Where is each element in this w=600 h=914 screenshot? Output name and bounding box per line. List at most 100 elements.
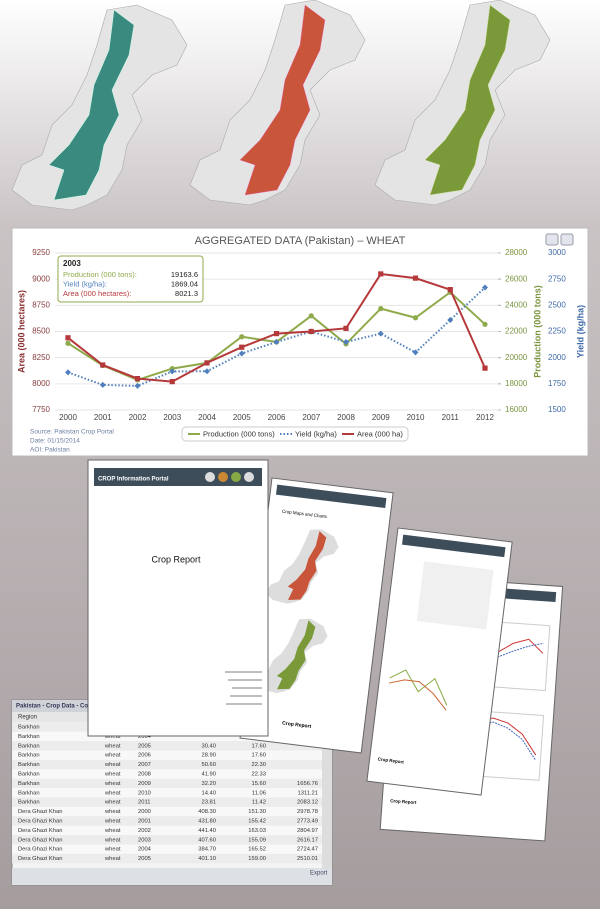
- table-cell: 2002: [138, 828, 151, 834]
- table-cell: 2004: [138, 734, 152, 740]
- tooltip-value: 1869.04: [171, 279, 198, 288]
- point: [99, 381, 106, 388]
- table-cell: 2004: [138, 847, 152, 853]
- thumb-line: [388, 679, 447, 711]
- table-cell: wheat: [104, 734, 121, 740]
- table-row: [12, 825, 322, 836]
- point: [308, 313, 314, 319]
- table-cell: Dera Ghazi Khan: [18, 819, 62, 825]
- page-sheet: [87, 459, 269, 737]
- y-tick-label: 8250: [32, 353, 50, 362]
- table-cell: 2724.47: [297, 847, 318, 853]
- table-cell: 441.40: [198, 828, 216, 834]
- point: [204, 368, 210, 375]
- y3-axis-title: Yield (kg/ha): [575, 305, 585, 358]
- point: [273, 338, 280, 345]
- table-cell: 22.33: [251, 772, 266, 778]
- y3-tick-label: 2750: [548, 274, 566, 283]
- point: [412, 275, 419, 281]
- x-tick-label: 2005: [233, 413, 251, 422]
- thumb-legend: [416, 561, 494, 630]
- table-cell: Barkhan: [18, 800, 40, 806]
- table-cell: 408.30: [198, 809, 216, 815]
- table-cell: wheat: [104, 800, 121, 806]
- table-cell: 2008: [138, 772, 151, 778]
- table-cell: Dera Ghazi Khan: [18, 837, 62, 843]
- source-note: Source: Pakistan Crop Portal: [30, 429, 114, 436]
- point: [482, 321, 488, 327]
- x-tick-label: 2012: [476, 413, 494, 422]
- tooltip-label: Production (000 tons):: [63, 270, 137, 279]
- y3-tick-label: 1750: [548, 379, 566, 388]
- table-cell: Dera Ghazi Khan: [18, 809, 62, 815]
- table-cell: 407.60: [198, 837, 216, 843]
- tooltip-value: 8021.3: [175, 289, 198, 298]
- export-button[interactable]: [560, 233, 574, 246]
- table-cell: 15.60: [251, 781, 266, 787]
- report-page-2: Crop Maps and Charts Crop Report: [239, 477, 394, 754]
- table-cell: Dera Ghazi Khan: [18, 856, 62, 862]
- table-cell: wheat: [104, 772, 121, 778]
- point: [238, 350, 245, 357]
- table-cell: 50.60: [201, 762, 216, 768]
- table-cell: 2510.01: [297, 856, 318, 862]
- table-cell: Barkhan: [18, 762, 40, 768]
- table-cell: Barkhan: [18, 753, 40, 759]
- table-cell: 2007: [138, 762, 151, 768]
- point: [65, 369, 71, 376]
- data-table: Pakistan - Crop Data - Co Region Barkhan…: [11, 699, 333, 886]
- point: [308, 328, 314, 335]
- point: [134, 376, 141, 382]
- print-button[interactable]: [545, 233, 559, 246]
- table-cell: 163.03: [248, 828, 266, 834]
- table-cell: 41.90: [201, 772, 216, 778]
- export-link[interactable]: Export: [310, 871, 328, 877]
- table-row: [12, 778, 322, 789]
- tooltip-value: 19163.6: [171, 270, 198, 279]
- table-cell: 2010: [138, 790, 151, 796]
- chart: 7750 8000 8250 8500 8750 9000 9250 16000 18000 20…: [16, 248, 585, 454]
- tooltip-title: 2003: [63, 259, 81, 268]
- x-tick-label: 2006: [268, 413, 286, 422]
- legend-label: Area (000 ha): [357, 429, 403, 438]
- y3-tick-label: 2250: [548, 327, 566, 336]
- table-cell: 2978.78: [297, 809, 318, 815]
- source-note: AOI: Pakistan: [30, 447, 70, 454]
- x-tick-label: 2007: [302, 413, 320, 422]
- table-cell: Dera Ghazi Khan: [18, 847, 62, 853]
- table-cell: 155.42: [248, 819, 266, 825]
- x-tick-label: 2010: [407, 413, 425, 422]
- y-tick-label: 9000: [32, 274, 50, 283]
- report-title: Crop Report: [151, 554, 201, 564]
- point: [482, 365, 488, 371]
- page-footer: Crop Report: [282, 720, 312, 730]
- table-cell: Barkhan: [18, 781, 40, 787]
- table-footer: [12, 868, 332, 885]
- point: [65, 340, 71, 346]
- scrollbar[interactable]: [322, 712, 332, 868]
- y-axis-title: Area (000 hectares): [16, 290, 26, 373]
- table-cell: 401.10: [198, 856, 216, 862]
- point: [412, 315, 419, 321]
- table-row: [12, 844, 322, 854]
- table-cell: wheat: [104, 856, 121, 862]
- point: [377, 330, 384, 337]
- legend: [181, 426, 409, 442]
- table-cell: 2011: [138, 800, 150, 806]
- x-tick-label: 2003: [163, 413, 181, 422]
- tooltip-label: Area (000 hectares):: [63, 289, 131, 298]
- table-cell: 17.60: [251, 743, 266, 749]
- x-tick-label: 2011: [442, 413, 460, 422]
- page-heading: Crop Maps and Charts: [282, 509, 328, 520]
- table-cell: 30.40: [201, 743, 216, 749]
- point: [100, 362, 106, 368]
- y3-tick-label: 2000: [548, 353, 566, 362]
- table-cell: wheat: [104, 753, 121, 759]
- y2-tick-label: 18000: [505, 379, 528, 388]
- table-cell: 1311.21: [297, 790, 318, 796]
- page-header: [402, 534, 506, 558]
- point: [412, 349, 419, 356]
- point: [273, 330, 280, 337]
- point: [378, 306, 384, 312]
- y2-tick-label: 16000: [505, 405, 528, 414]
